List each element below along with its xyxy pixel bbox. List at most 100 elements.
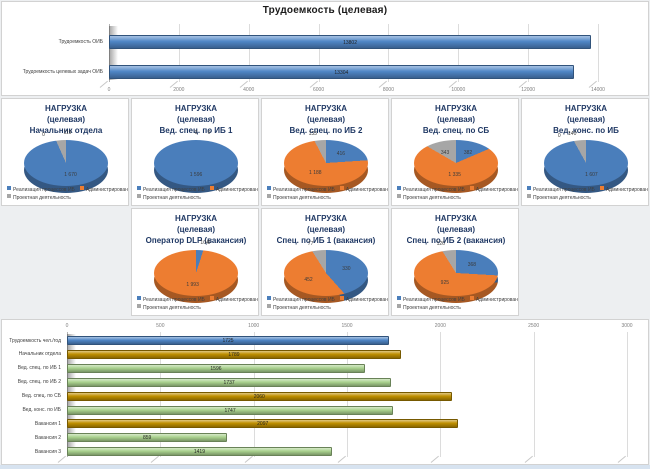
bar-value-label: 1596	[210, 365, 222, 372]
legend-item: Администрирование СЗИ	[209, 296, 258, 303]
gridline	[248, 24, 250, 82]
axis-tick-mark	[151, 455, 160, 463]
legend-item: Администрирование СЗИ	[339, 186, 388, 193]
bar	[67, 363, 365, 373]
legend-swatch-icon	[209, 296, 214, 300]
bar	[109, 35, 592, 49]
bar	[67, 336, 389, 345]
pie-data-label: 343	[440, 149, 450, 156]
legend-swatch-icon	[267, 296, 271, 300]
legend-item: Проектная деятельность	[267, 194, 331, 201]
category-label: Вед. спец. по СБ	[21, 393, 61, 400]
pie-legend-row: Проектная деятельность	[137, 304, 258, 312]
pie-title-line: (целевая)	[176, 225, 216, 234]
pie-3d: 1 596 0 0	[154, 130, 238, 193]
gridline	[528, 24, 530, 82]
legend-item: Администрирование СЗИ	[469, 296, 518, 303]
axis-tick-label: 2000	[434, 323, 446, 329]
bar	[67, 349, 401, 359]
legend-item: Проектная деятельность	[137, 194, 201, 201]
pie-title-line: Оператор DLP (вакансия)	[145, 236, 247, 245]
legend-item: Реализация процессов ИБ	[397, 296, 465, 303]
axis-tick-mark	[431, 455, 440, 463]
legend-swatch-icon	[339, 186, 344, 190]
pie-data-label: 925	[440, 280, 450, 287]
bar	[67, 433, 228, 443]
bar-value-label: 13802	[343, 39, 357, 46]
legend-swatch-icon	[397, 194, 401, 198]
pie-data-label: 0	[557, 133, 561, 140]
pie-title-line: (целевая)	[566, 115, 606, 124]
gridline	[598, 24, 599, 82]
category-label: Начальник отдела	[18, 351, 61, 358]
pie-face	[24, 140, 108, 186]
pie-legend-row: Проектная деятельность	[137, 194, 258, 202]
category-label: Вакансия 2	[34, 434, 61, 441]
legend-item: Реализация процессов ИБ	[397, 186, 465, 193]
pie-data-label: 140	[568, 130, 577, 137]
axis-tick-label: 8000	[382, 87, 394, 93]
bar-value-label: 1789	[228, 351, 240, 358]
pie-legend-row: Реализация процессов ИБ Администрирование…	[7, 186, 128, 194]
staff-load-chart-card: 0 500 1000 1500 2000 2500 3000 Трудоемкость чел…	[1, 319, 649, 465]
legend-swatch-icon	[137, 186, 141, 190]
gridline	[533, 332, 535, 457]
legend-swatch-icon	[137, 304, 141, 308]
pie-title-line: Вед. спец. по ИБ 2	[289, 126, 363, 135]
legend-item: Администрирование СЗИ	[209, 186, 258, 193]
pie-title-line: Спец. по ИБ 1 (вакансия)	[276, 236, 376, 245]
legend-item: Проектная деятельность	[7, 194, 71, 201]
bar	[67, 377, 392, 387]
category-label: Вед. конс. по ИБ	[22, 407, 61, 413]
labor-chart-title: Трудоемкость (целевая)	[262, 5, 388, 16]
pie-face	[414, 250, 498, 296]
staff-load-chart-plot: 0 500 1000 1500 2000 2500 3000 Трудоемкость чел…	[2, 320, 648, 464]
bar-value-label: 2060	[253, 393, 265, 400]
pie-legend-row: Реализация процессов ИБ Администрирование…	[137, 186, 258, 194]
legend-swatch-icon	[397, 296, 401, 300]
bar-value-label: 859	[143, 435, 152, 442]
legend-item: Реализация процессов ИБ	[7, 186, 75, 193]
legend-item: Администрирование СЗИ	[599, 186, 648, 193]
category-label: Трудоемкость чел./год	[9, 337, 61, 344]
axis-tick-label: 10000	[451, 87, 466, 93]
pie-legend: Реализация процессов ИБ Администрирование…	[137, 186, 258, 202]
axis-tick-label: 6000	[313, 87, 325, 93]
pie-data-label: 104	[200, 240, 209, 247]
pie-title-line: Вед. спец. по СБ	[422, 126, 490, 135]
bar	[67, 391, 452, 401]
axis-tick-label: 14000	[591, 87, 605, 93]
category-label: Вед. спец. по ИБ 2	[17, 379, 61, 386]
legend-swatch-icon	[469, 186, 474, 190]
pie-legend: Реализация процессов ИБ Администрирование…	[397, 296, 518, 312]
pie-data-label: 1 993	[186, 281, 199, 288]
bar	[67, 405, 394, 415]
pie-legend: Реализация процессов ИБ Администрирование…	[267, 186, 388, 202]
legend-swatch-icon	[209, 186, 214, 190]
pie-face	[284, 250, 368, 296]
pie-card-title: НАГРУЗКА (целевая) Оператор DLP (вакансия)	[134, 213, 258, 246]
pie-legend: Реализация процессов ИБ Администрирование…	[137, 296, 258, 312]
workload-pie-card: НАГРУЗКА (целевая) Начальник отдела 1 670 0 1…	[1, 98, 129, 206]
pie-data-label: 1 670	[64, 171, 77, 178]
axis-tick-label: 12000	[521, 87, 536, 93]
workload-pie-card: НАГРУЗКА (целевая) Вед. спец. по ИБ 2 416 1 …	[261, 98, 389, 206]
pie-card-title: НАГРУЗКА (целевая) Вед. конс. по ИБ	[524, 103, 648, 136]
pie-data-label: 1 188	[309, 170, 322, 177]
category-label: Вакансия 3	[34, 448, 61, 455]
legend-item: Администрирование СЗИ	[469, 186, 518, 193]
pie-3d: 104 1 993 0	[154, 240, 238, 303]
category-label: Трудоемкость ОИБ	[58, 39, 103, 45]
pie-3d: 330 452 77	[284, 241, 368, 303]
pie-title-line: Вед. конс. по ИБ	[553, 126, 619, 135]
pie-data-label: 119	[63, 130, 72, 137]
bottom-accent-strip	[0, 465, 650, 469]
legend-item: Администрирование СЗИ	[79, 186, 128, 193]
pie-title-line: НАГРУЗКА	[435, 214, 477, 223]
bar-value-label: 1419	[193, 449, 205, 456]
pie-data-label: 416	[336, 151, 346, 158]
pie-face	[154, 140, 238, 186]
pie-3d: 416 1 188 133	[284, 131, 368, 193]
legend-swatch-icon	[397, 186, 401, 190]
